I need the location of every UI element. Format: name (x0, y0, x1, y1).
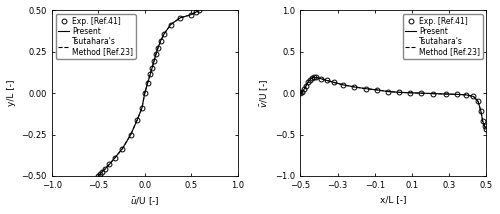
Y-axis label: $\bar{v}$/U [-]: $\bar{v}$/U [-] (258, 79, 270, 108)
Y-axis label: y/L [-]: y/L [-] (7, 80, 16, 106)
Legend: Exp. [Ref.41], Present, Tsutahara's
Method [Ref.23]: Exp. [Ref.41], Present, Tsutahara's Meth… (56, 14, 136, 59)
Legend: Exp. [Ref.41], Present, Tsutahara's
Method [Ref.23]: Exp. [Ref.41], Present, Tsutahara's Meth… (402, 14, 482, 59)
X-axis label: x/L [-]: x/L [-] (380, 195, 406, 204)
X-axis label: $\bar{u}$/U [-]: $\bar{u}$/U [-] (130, 195, 160, 207)
